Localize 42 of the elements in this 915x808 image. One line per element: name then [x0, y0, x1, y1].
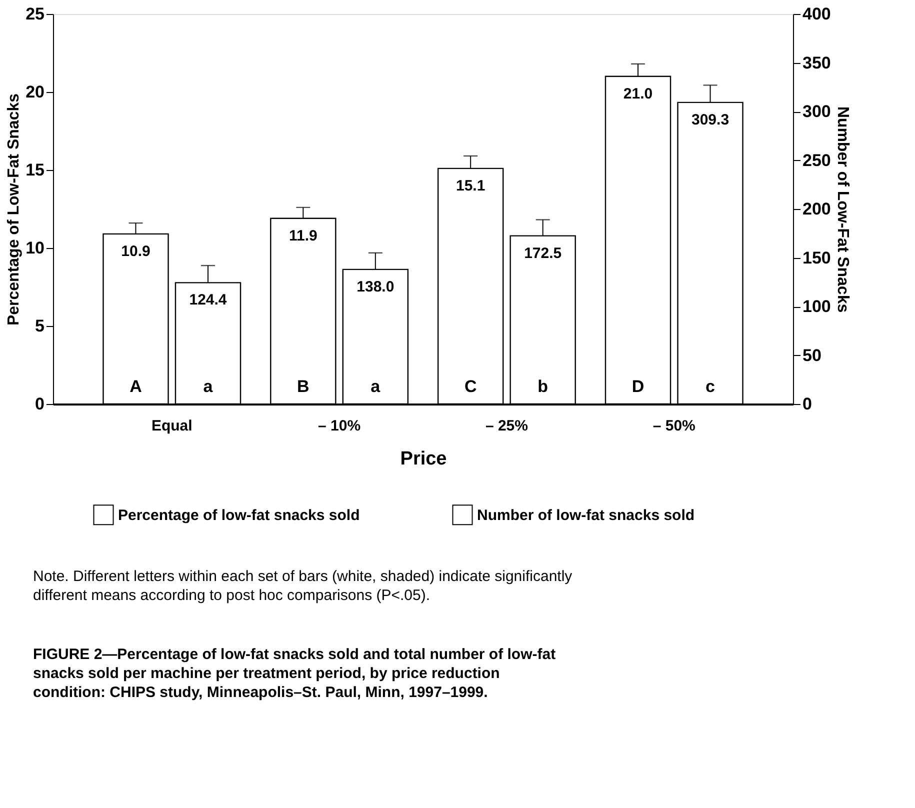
- annotation: c: [706, 377, 715, 396]
- data-label: 172.5: [524, 244, 562, 262]
- data-label: 21.0: [623, 85, 653, 102]
- y2-tick-label: 300: [802, 102, 831, 121]
- data-label: 124.4: [189, 292, 228, 309]
- data-label: 11.9: [288, 227, 318, 244]
- legend-label: Number of low-fat snacks sold: [477, 506, 695, 524]
- data-label: 15.1: [456, 177, 486, 194]
- y2-axis-title: Number of Low-Fat Snacks: [834, 106, 851, 313]
- y-tick-label: 10: [26, 238, 44, 258]
- y2-tick-label: 150: [802, 248, 831, 268]
- x-axis-title: Price: [400, 448, 447, 470]
- y2-tick-label: 50: [802, 346, 822, 365]
- data-label: 138.0: [356, 278, 394, 296]
- y2-tick-label: 0: [802, 394, 812, 414]
- x-tick-label: – 50%: [652, 418, 696, 434]
- caption: FIGURE 2—Percentage of low-fat snacks sold and total number of low-fat snacks sold per machine per treatment period, by price reduction condition: CHIPS study, Minneapolis–St. Paul, Minn, 1997–1999.: [33, 646, 556, 701]
- y-tick-label: 5: [35, 316, 44, 336]
- text: Note. Different letters within each set of bars (white, shaded) indicate significantly different means according to post hoc comparisons (P<.05).: [33, 568, 573, 604]
- y2-tick-label: 400: [802, 4, 831, 24]
- y-tick-label: 20: [26, 82, 44, 102]
- annotation: a: [203, 377, 214, 396]
- x-tick-label: Equal: [151, 418, 192, 434]
- data-label: 309.3: [691, 111, 730, 128]
- annotation: A: [130, 377, 142, 396]
- annotation: b: [538, 377, 548, 396]
- data-label: 10.9: [121, 242, 150, 260]
- annotation: D: [632, 377, 644, 396]
- y2-tick-label: 100: [802, 297, 831, 316]
- y2-tick-label: 350: [802, 53, 831, 72]
- y-tick-label: 25: [26, 4, 44, 24]
- x-tick-label: – 25%: [485, 418, 528, 434]
- annotation: B: [297, 377, 310, 396]
- legend-label: Percentage of low-fat snacks sold: [118, 506, 360, 524]
- annotation: a: [370, 377, 381, 396]
- annotation: C: [464, 377, 477, 396]
- y-tick-label: 15: [26, 160, 44, 180]
- y2-tick-label: 200: [802, 200, 831, 218]
- x-tick-label: – 10%: [318, 418, 361, 434]
- y2-tick-label: 250: [802, 150, 831, 170]
- y-tick-label: 0: [35, 394, 44, 414]
- y-axis-title: Percentage of Low-Fat Snacks: [6, 93, 23, 326]
